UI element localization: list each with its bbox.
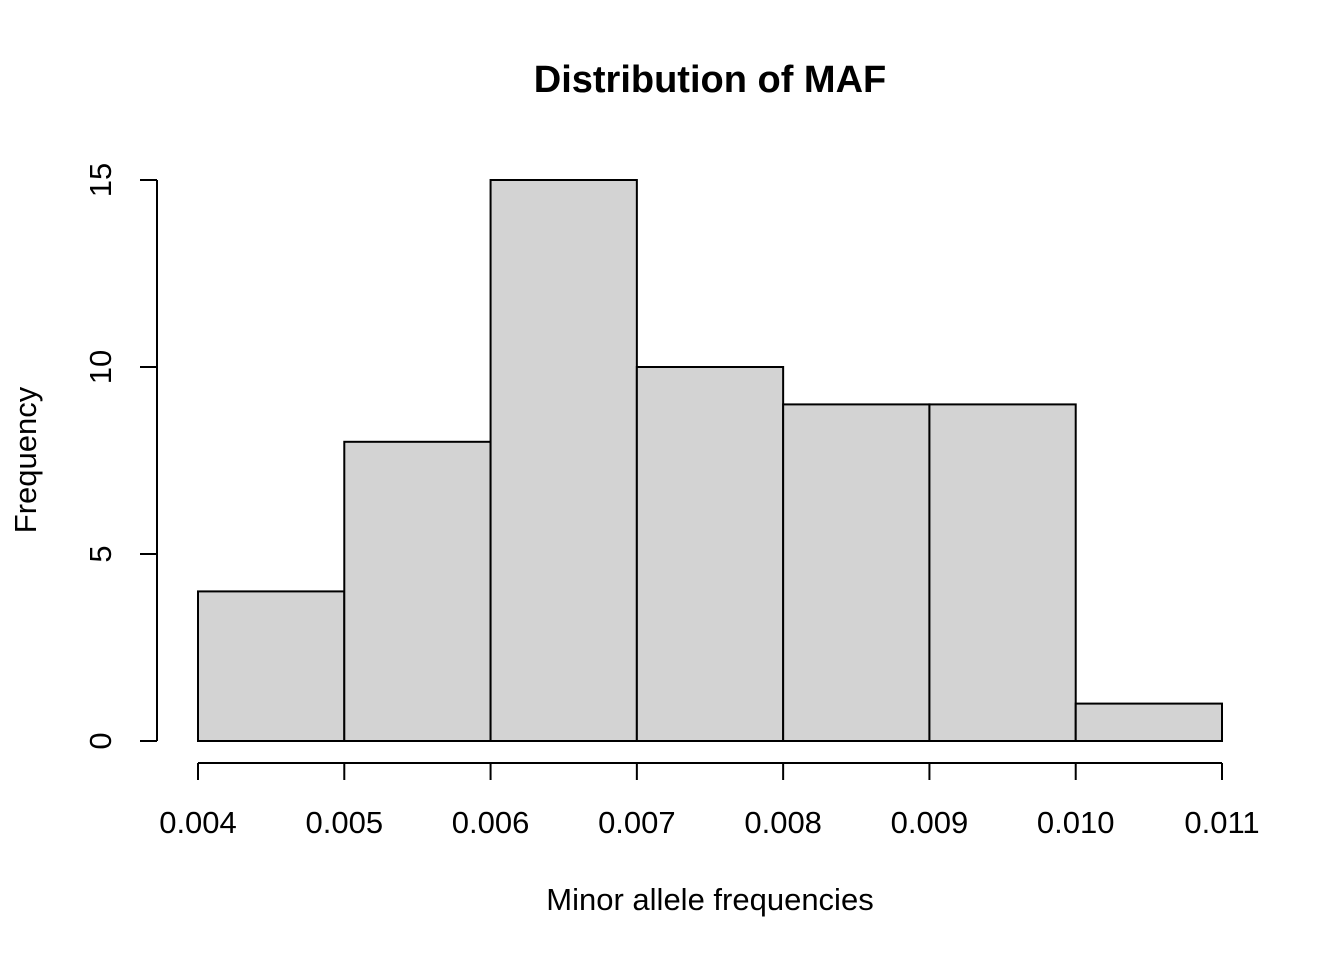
histogram-bar-4 (635, 366, 785, 742)
histogram-bar-3 (489, 179, 638, 742)
chart-title: Distribution of MAF (534, 59, 886, 101)
x-tick-label-3: 0.006 (452, 805, 530, 840)
x-tick-label-5: 0.008 (744, 805, 822, 840)
x-tick-label-7: 0.010 (1037, 805, 1115, 840)
y-axis-label: Frequency (8, 386, 43, 533)
x-tick-label-1: 0.004 (159, 805, 237, 840)
y-tick-label-2: 5 (83, 545, 118, 562)
y-tick-label-4: 15 (83, 163, 118, 197)
x-tick-label-4: 0.007 (598, 805, 676, 840)
bars-group (197, 179, 1223, 743)
x-tick-label-2: 0.005 (305, 805, 383, 840)
histogram-bar-5 (782, 403, 931, 742)
histogram-bar-7 (1074, 702, 1223, 742)
y-tick-label-1: 0 (83, 732, 118, 749)
histogram-bar-2 (343, 440, 492, 742)
x-axis: 0.004 0.005 0.006 0.007 0.008 0.009 0.010 0.011 (159, 762, 1260, 840)
x-tick-label-6: 0.009 (891, 805, 969, 840)
x-axis-label: Minor allele frequencies (546, 882, 873, 917)
histogram-bar-6 (928, 403, 1077, 742)
x-tick-label-8: 0.011 (1184, 805, 1259, 840)
y-tick-label-3: 10 (83, 350, 118, 384)
y-axis: 0 5 10 15 (83, 163, 158, 750)
histogram-bar-1 (197, 590, 346, 743)
